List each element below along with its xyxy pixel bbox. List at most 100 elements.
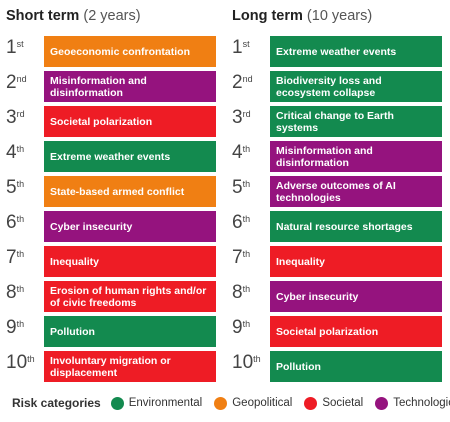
risk-label-box: Societal polarization [270,316,442,347]
rank-suffix: th [242,179,251,189]
rank-number: 10th [232,352,268,374]
risk-row: 3rd Critical change to Earth systems [232,104,450,139]
rank-value: 1 [6,37,17,58]
rank-value: 6 [232,212,243,233]
rank-suffix: rd [242,109,251,119]
rank-value: 6 [6,212,17,233]
risk-row: 10th Involuntary migration or displacemen… [6,349,224,384]
rank-number: 3rd [232,107,268,129]
rank-suffix: th [253,354,261,364]
risk-row: 8th Erosion of human rights and/or of civ… [6,279,224,314]
rank-number: 7th [232,247,268,269]
rank-suffix: th [242,214,251,224]
legend-label: Environmental [128,397,203,409]
rank-number: 9th [6,317,42,339]
risk-row: 6th Cyber insecurity [6,209,224,244]
risk-label-box: Misinformation and disinformation [270,141,442,172]
rank-number: 5th [6,177,42,199]
risk-label-box: Pollution [44,316,216,347]
risk-label-box: Critical change to Earth systems [270,106,442,137]
risk-row: 4th Misinformation and disinformation [232,139,450,174]
rank-suffix: rd [16,109,25,119]
rank-value: 4 [232,142,243,163]
rank-value: 7 [6,247,17,268]
legend-item-technological: Technological [375,396,450,410]
risk-label-box: Adverse outcomes of AI technologies [270,176,442,207]
environmental-dot-icon [110,396,124,410]
rank-number: 6th [6,212,42,234]
risk-label-box: Cyber insecurity [44,211,216,242]
risk-row: 5th State-based armed conflict [6,174,224,209]
rank-suffix: nd [16,74,27,84]
risk-label-box: Biodiversity loss and ecosystem collapse [270,71,442,102]
rank-value: 10 [6,352,28,373]
long-term-list: 1st Extreme weather events 2nd Biodiversity… [232,34,450,384]
long-term-heading: Long term (10 years) [232,8,372,24]
rank-value: 8 [6,282,17,303]
short-term-title: Short term [6,8,80,24]
risk-row: 1st Geoeconomic confrontation [6,34,224,69]
rank-number: 10th [6,352,42,374]
risk-label-box: Inequality [44,246,216,277]
short-term-subtitle: (2 years) [83,8,141,24]
rank-suffix: th [16,179,25,189]
long-term-subtitle: (10 years) [306,8,373,24]
rank-number: 1st [232,37,268,59]
rank-value: 9 [232,317,243,338]
rank-suffix: nd [242,74,253,84]
rank-value: 2 [6,72,17,93]
risk-categories-legend: Risk categories Environmental Geopolitic… [12,396,450,410]
rank-value: 8 [232,282,243,303]
rank-number: 3rd [6,107,42,129]
legend-label: Technological [393,397,450,409]
rank-value: 2 [232,72,243,93]
short-term-list: 1st Geoeconomic confrontation 2nd Misinform… [6,34,224,384]
rank-number: 6th [232,212,268,234]
rank-value: 5 [6,177,17,198]
risk-row: 8th Cyber insecurity [232,279,450,314]
legend-label: Geopolitical [232,397,293,409]
rank-suffix: th [242,249,251,259]
risk-label-box: Societal polarization [44,106,216,137]
risk-row: 7th Inequality [6,244,224,279]
rank-value: 7 [232,247,243,268]
risk-label-box: Pollution [270,351,442,382]
rank-value: 4 [6,142,17,163]
risk-label-box: Natural resource shortages [270,211,442,242]
risk-row: 1st Extreme weather events [232,34,450,69]
risk-label-box: Involuntary migration or displacement [44,351,216,382]
rank-suffix: th [242,284,251,294]
legend-title: Risk categories [12,396,101,410]
risk-row: 2nd Misinformation and disinformation [6,69,224,104]
legend-label: Societal [322,397,364,409]
risk-label-box: Geoeconomic confrontation [44,36,216,67]
rank-number: 5th [232,177,268,199]
geopolitical-dot-icon [214,396,228,410]
rank-number: 4th [6,142,42,164]
rank-suffix: th [242,144,251,154]
risk-row: 9th Societal polarization [232,314,450,349]
legend-item-geopolitical: Geopolitical [214,396,293,410]
risk-label-box: Erosion of human rights and/or of civic … [44,281,216,312]
societal-dot-icon [304,396,318,410]
risk-row: 3rd Societal polarization [6,104,224,139]
rank-suffix: th [16,284,25,294]
technological-dot-icon [375,396,389,410]
long-term-title: Long term [232,8,303,24]
risk-row: 9th Pollution [6,314,224,349]
risk-row: 6th Natural resource shortages [232,209,450,244]
rank-value: 3 [6,107,17,128]
risk-label-box: Extreme weather events [44,141,216,172]
rank-suffix: th [16,319,25,329]
risk-row: 7th Inequality [232,244,450,279]
risk-label-box: Extreme weather events [270,36,442,67]
rank-suffix: st [16,39,24,49]
rank-value: 9 [6,317,17,338]
risk-label-box: Misinformation and disinformation [44,71,216,102]
risk-label-box: Cyber insecurity [270,281,442,312]
rank-number: 9th [232,317,268,339]
risk-label-box: Inequality [270,246,442,277]
rank-number: 4th [232,142,268,164]
legend-item-environmental: Environmental [110,396,203,410]
rank-value: 1 [232,37,243,58]
